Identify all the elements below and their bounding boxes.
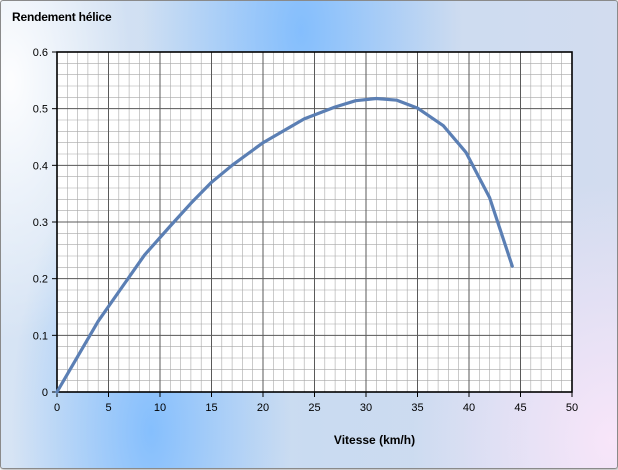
y-tick-label: 0 xyxy=(42,387,48,399)
chart-title: Rendement hélice xyxy=(12,10,112,24)
y-tick-label: 0.5 xyxy=(33,104,48,116)
series-group xyxy=(55,96,514,394)
x-tick-label: 15 xyxy=(205,402,217,414)
x-tick-label: 45 xyxy=(514,402,526,414)
x-tick-label: 25 xyxy=(308,402,320,414)
x-tick-label: 5 xyxy=(105,402,111,414)
x-tick-label: 0 xyxy=(54,402,60,414)
y-axis-ticks: 0 0.1 0.2 0.3 0.4 0.5 0.6 xyxy=(33,47,57,399)
major-gridlines xyxy=(57,52,572,392)
x-axis-label: Vitesse (km/h) xyxy=(334,433,415,447)
x-tick-label: 30 xyxy=(360,402,372,414)
y-tick-label: 0.1 xyxy=(33,330,48,342)
y-tick-label: 0.3 xyxy=(33,217,48,229)
x-tick-label: 10 xyxy=(154,402,166,414)
x-tick-label: 40 xyxy=(463,402,475,414)
y-tick-label: 0.6 xyxy=(33,47,48,59)
y-tick-label: 0.4 xyxy=(33,160,48,172)
x-tick-label: 50 xyxy=(566,402,578,414)
x-axis-ticks: 0 5 10 15 20 25 30 35 40 45 50 xyxy=(54,392,578,414)
y-tick-label: 0.2 xyxy=(33,274,48,286)
x-tick-label: 20 xyxy=(257,402,269,414)
x-tick-label: 35 xyxy=(411,402,423,414)
series-line xyxy=(55,96,514,394)
